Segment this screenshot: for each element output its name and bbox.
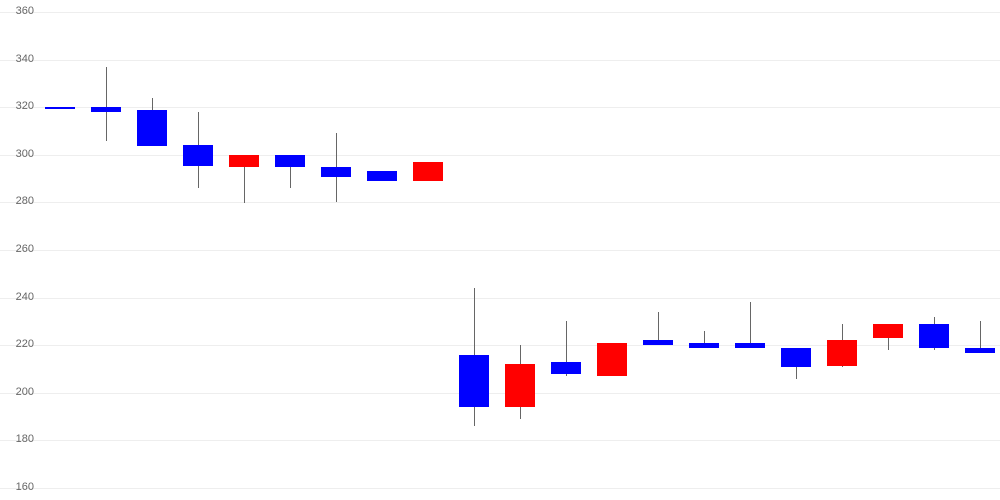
candle-body bbox=[689, 343, 719, 348]
y-tick-label: 340 bbox=[4, 53, 34, 65]
candle-body bbox=[873, 324, 903, 338]
candle-wick bbox=[106, 67, 107, 141]
candle-body bbox=[827, 340, 857, 366]
candle-wick bbox=[750, 302, 751, 347]
candle-body bbox=[91, 107, 121, 112]
candle-body bbox=[735, 343, 765, 348]
candle-body bbox=[505, 364, 535, 407]
y-tick-label: 360 bbox=[4, 5, 34, 17]
gridline bbox=[0, 393, 1000, 394]
candle-body bbox=[643, 340, 673, 345]
gridline bbox=[0, 12, 1000, 13]
candle-body bbox=[551, 362, 581, 374]
candle-body bbox=[45, 107, 75, 109]
candle-body bbox=[781, 348, 811, 367]
candle-body bbox=[229, 155, 259, 167]
gridline bbox=[0, 250, 1000, 251]
y-tick-label: 160 bbox=[4, 481, 34, 493]
gridline bbox=[0, 60, 1000, 61]
candle-body bbox=[413, 162, 443, 181]
y-tick-label: 200 bbox=[4, 386, 34, 398]
gridline bbox=[0, 107, 1000, 108]
y-tick-label: 220 bbox=[4, 338, 34, 350]
candle-body bbox=[183, 145, 213, 166]
y-tick-label: 280 bbox=[4, 195, 34, 207]
y-tick-label: 240 bbox=[4, 291, 34, 303]
gridline bbox=[0, 298, 1000, 299]
candlestick-chart: 160 180 200 220 240 260 280 300 320 340 360 bbox=[0, 0, 1000, 500]
y-tick-label: 320 bbox=[4, 100, 34, 112]
y-tick-label: 260 bbox=[4, 243, 34, 255]
candle-body bbox=[137, 110, 167, 146]
candle-body bbox=[321, 167, 351, 177]
y-tick-label: 300 bbox=[4, 148, 34, 160]
y-tick-label: 180 bbox=[4, 433, 34, 445]
candle-body bbox=[275, 155, 305, 167]
candle-body bbox=[919, 324, 949, 348]
candle-body bbox=[597, 343, 627, 376]
gridline bbox=[0, 440, 1000, 441]
gridline bbox=[0, 488, 1000, 489]
candle-body bbox=[965, 348, 995, 353]
gridline bbox=[0, 202, 1000, 203]
candle-body bbox=[459, 355, 489, 407]
candle-body bbox=[367, 171, 397, 181]
gridline bbox=[0, 155, 1000, 156]
